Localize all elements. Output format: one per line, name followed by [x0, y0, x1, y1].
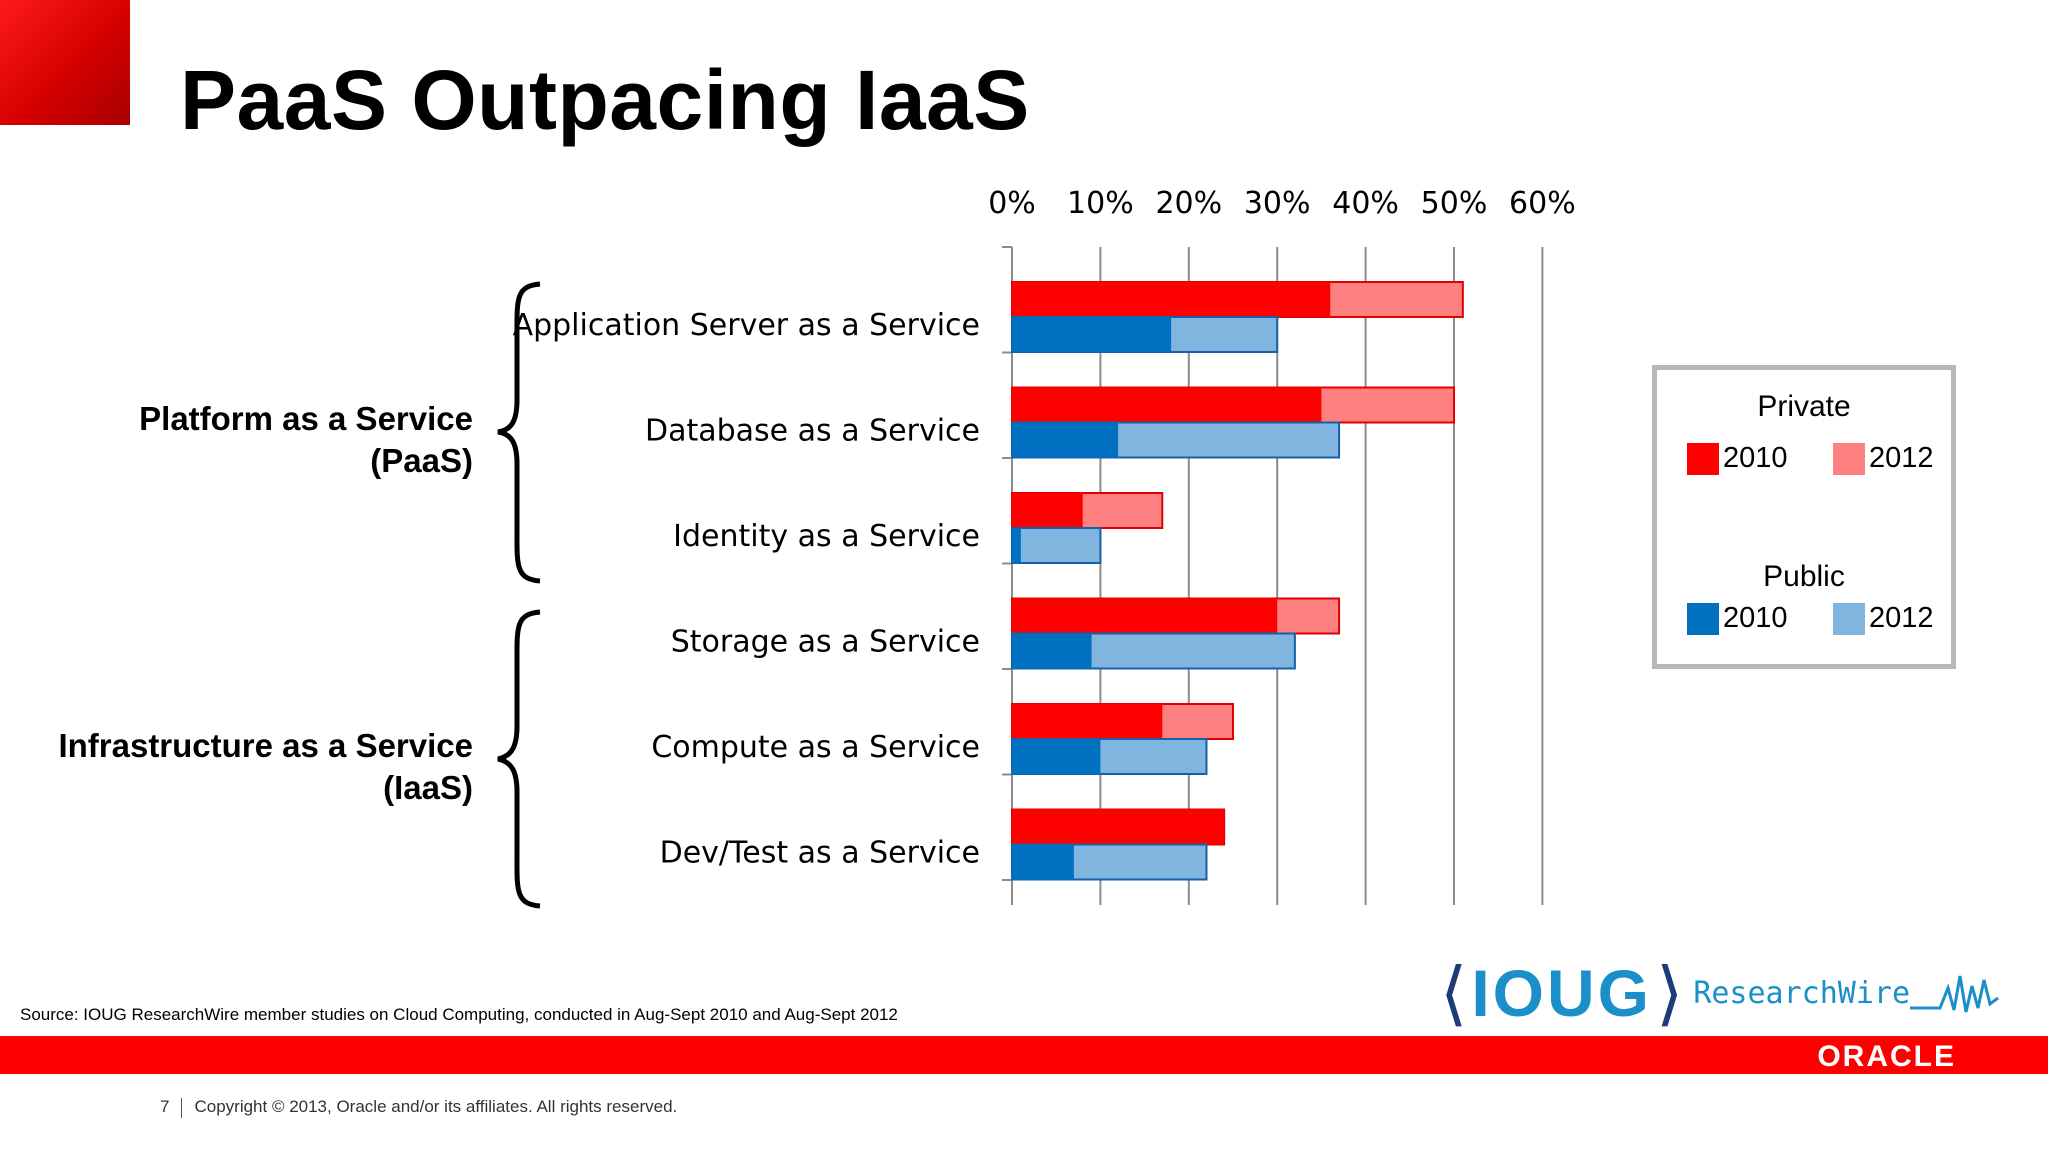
- group-label-iaas-line1: Infrastructure as a Service: [58, 727, 473, 764]
- bar-public-2010: [1012, 739, 1101, 774]
- bar-private-2010: [1012, 704, 1163, 739]
- x-tick-label: 20%: [1155, 186, 1222, 221]
- group-label-iaas-line2: (IaaS): [383, 769, 473, 806]
- bar-private-2010: [1012, 387, 1322, 423]
- bar-public-2012: [1011, 527, 1102, 564]
- ioug-researchwire-logo: ⟨ IOUG ⟩ ResearchWire: [1440, 958, 2000, 1028]
- oracle-logo: ORACLE: [1817, 1040, 1956, 1073]
- legend-title-public: Public: [1763, 560, 1845, 593]
- bar-private-2010: [1012, 493, 1083, 528]
- category-label: Identity as a Service: [673, 519, 980, 554]
- legend-label-private-2010: 2010: [1723, 442, 1788, 474]
- x-tick-label: 50%: [1421, 186, 1488, 221]
- group-label-paas-line1: Platform as a Service: [139, 400, 473, 437]
- legend-item-private-2010: 2010: [1687, 442, 1788, 475]
- footer: 7 Copyright © 2013, Oracle and/or its aff…: [160, 1097, 677, 1118]
- bar-public-2010: [1012, 317, 1172, 352]
- waveform-icon: [1910, 975, 1999, 1013]
- bar-private-2010: [1012, 598, 1278, 634]
- footer-red-band: [0, 1036, 2048, 1074]
- bar-public-2010: [1012, 422, 1119, 458]
- x-tick-label: 40%: [1332, 186, 1399, 221]
- corner-accent-block: [0, 0, 130, 125]
- researchwire-logo-text: ResearchWire: [1693, 975, 1911, 1011]
- bar-private-2010: [1012, 809, 1225, 845]
- ioug-logo-text: IOUG: [1471, 956, 1652, 1030]
- chart-legend: Private 2010 2012 Public 2010 2012: [1652, 365, 1956, 669]
- x-tick-label: 10%: [1067, 186, 1134, 221]
- legend-label-private-2012: 2012: [1869, 442, 1934, 474]
- legend-title-private: Private: [1757, 390, 1851, 423]
- group-label-paas-line2: (PaaS): [370, 442, 473, 479]
- paas-brace-icon: [497, 281, 541, 584]
- x-tick-label: 60%: [1509, 186, 1576, 221]
- category-label: Database as a Service: [645, 414, 980, 449]
- legend-item-public-2012: 2012: [1833, 602, 1934, 635]
- footer-separator: [181, 1097, 183, 1118]
- bar-public-2010: [1012, 633, 1092, 669]
- page-number: 7: [160, 1097, 170, 1116]
- category-label: Application Server as a Service: [513, 308, 980, 343]
- group-label-paas: Platform as a Service (PaaS): [139, 398, 473, 482]
- legend-swatch-private-2012: [1833, 443, 1865, 475]
- x-tick-label: 0%: [988, 186, 1036, 221]
- slide-title: PaaS Outpacing IaaS: [180, 53, 1030, 147]
- source-note: Source: IOUG ResearchWire member studies…: [20, 1005, 898, 1024]
- legend-item-public-2010: 2010: [1687, 602, 1788, 635]
- copyright-text: Copyright © 2013, Oracle and/or its affi…: [194, 1097, 678, 1116]
- ioug-right-bracket-icon: ⟩: [1656, 952, 1684, 1034]
- bar-private-2010: [1012, 282, 1331, 317]
- category-label: Compute as a Service: [651, 730, 980, 765]
- bar-chart: 0% 10% 20% 30% 40% 50% 60% Application Server a…: [513, 186, 1576, 905]
- legend-label-public-2010: 2010: [1723, 602, 1788, 634]
- bar-public-2010: [1012, 844, 1074, 880]
- category-label: Dev/Test as a Service: [660, 836, 980, 871]
- category-label: Storage as a Service: [671, 625, 980, 660]
- legend-item-private-2012: 2012: [1833, 442, 1934, 475]
- iaas-brace-icon: [497, 609, 541, 909]
- legend-swatch-public-2012: [1833, 603, 1865, 635]
- legend-label-public-2012: 2012: [1869, 602, 1934, 634]
- ioug-left-bracket-icon: ⟨: [1440, 952, 1468, 1034]
- x-tick-label: 30%: [1244, 186, 1311, 221]
- legend-swatch-public-2010: [1687, 603, 1719, 635]
- group-label-iaas: Infrastructure as a Service (IaaS): [58, 725, 473, 809]
- bar-public-2010: [1012, 528, 1021, 563]
- legend-swatch-private-2010: [1687, 443, 1719, 475]
